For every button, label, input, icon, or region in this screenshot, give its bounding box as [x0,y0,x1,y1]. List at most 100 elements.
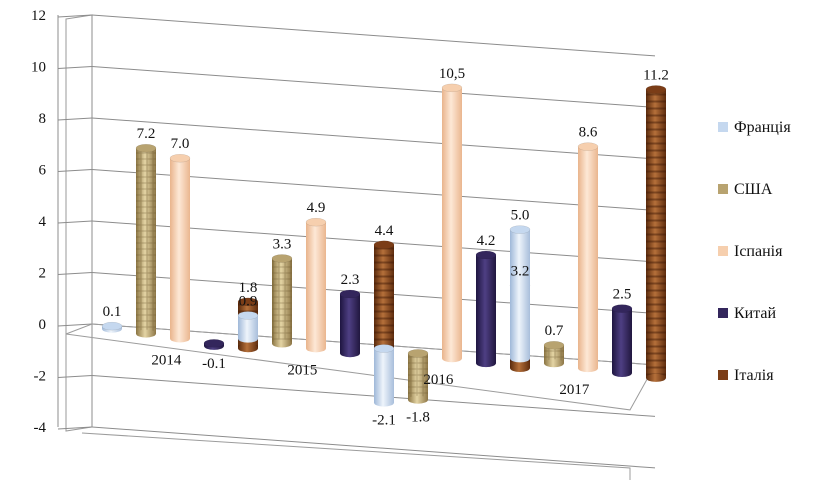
bar-top-cap [272,255,292,263]
bar-body [476,255,496,363]
bar [102,322,122,333]
data-label: 2.5 [613,287,632,303]
gridline [92,15,655,56]
bar-bottom-cap [238,335,258,343]
bar-body [170,158,190,338]
data-label: -2.1 [372,413,396,429]
bar-bottom-cap [272,339,292,347]
data-label: 0.7 [545,323,564,339]
data-label: -0.1 [202,356,226,372]
bar [238,311,258,342]
y-tick-label: -4 [34,420,47,436]
bar-top-cap [442,84,462,92]
bar-bottom-cap [408,396,428,404]
bar [374,345,394,407]
legend: Франція США Іспанія Китай Італія [718,119,791,384]
bar [374,241,394,362]
bar-top-cap [136,144,156,152]
gridline [92,67,655,108]
legend-swatch [718,370,728,380]
bar-top-cap [204,339,224,347]
data-label: 3.3 [273,237,292,253]
data-label: 4.4 [375,223,394,239]
y-tick-label: 12 [31,8,46,24]
legend-swatch [718,308,728,318]
bar-bottom-cap [510,354,530,362]
bar [136,144,156,337]
bottom-edge [82,433,630,480]
legend-label: Китай [734,305,777,322]
data-label: 0.1 [103,304,122,320]
legend-swatch [718,122,728,132]
legend-swatch [718,184,728,194]
y-tick-label: 2 [39,266,47,282]
bar-top-cap [102,322,122,330]
bar-top-cap [476,251,496,259]
bar-texture [374,245,394,358]
category-label: 2016 [423,372,454,388]
data-label: 10,5 [439,66,465,82]
bar-bottom-cap [646,374,666,382]
bar-top-cap [170,154,190,162]
bar [510,226,530,363]
data-label: 4.2 [477,233,496,249]
bar-top-cap [238,311,258,319]
bar-bottom-cap [612,369,632,377]
bar-top-cap [340,290,360,298]
bar-top-cap [374,345,394,353]
legend-label: Італія [734,367,774,384]
bar-texture [136,148,156,333]
gridline [92,427,655,468]
bar-body [510,230,530,359]
bar-top-cap [408,349,428,357]
bar-top-cap [578,143,598,151]
legend-swatch [718,246,728,256]
bar-bottom-cap [510,364,530,372]
bar-bottom-cap [442,354,462,362]
legend-item: Франція [718,119,791,136]
bar-body [340,294,360,353]
bar-body [578,147,598,368]
bar [340,290,360,357]
legend-item: Китай [718,305,777,322]
bar-bottom-cap [340,349,360,357]
legend-label: Франція [734,119,791,136]
legend-item: Іспанія [718,243,783,260]
data-label: 11.2 [643,67,669,83]
y-tick-label: 6 [39,163,47,179]
legend-label: США [734,181,773,198]
y-tick-label: 10 [31,60,46,76]
legend-item: США [718,181,773,198]
category-label: 2017 [559,382,590,398]
bar [170,154,190,342]
bar-bottom-cap [238,344,258,352]
bar-bottom-cap [476,359,496,367]
data-label: 8.6 [579,125,598,141]
chart-floor [66,324,655,480]
bar-body [306,222,326,348]
bar [578,143,598,372]
legend-label: Іспанія [734,243,783,260]
bar [646,85,666,381]
bar [204,339,224,350]
bar-bottom-cap [306,344,326,352]
bar [442,84,462,362]
bar-bottom-cap [374,399,394,407]
category-label: 2014 [151,352,182,368]
y-tick-label: 0 [39,317,47,333]
legend-item: Італія [718,367,774,384]
data-label: -1.8 [406,410,430,426]
bar-top-cap [544,341,564,349]
bar [272,255,292,348]
bar-texture [646,89,666,377]
data-label: 4.9 [307,200,326,216]
bar [476,251,496,367]
bar-top-cap [646,85,666,93]
y-tick-label: 8 [39,111,47,127]
chart-walls [66,15,92,431]
bar-top-cap [374,241,394,249]
bar [306,218,326,352]
bar-bottom-cap [170,334,190,342]
y-tick-label: 4 [39,214,47,230]
